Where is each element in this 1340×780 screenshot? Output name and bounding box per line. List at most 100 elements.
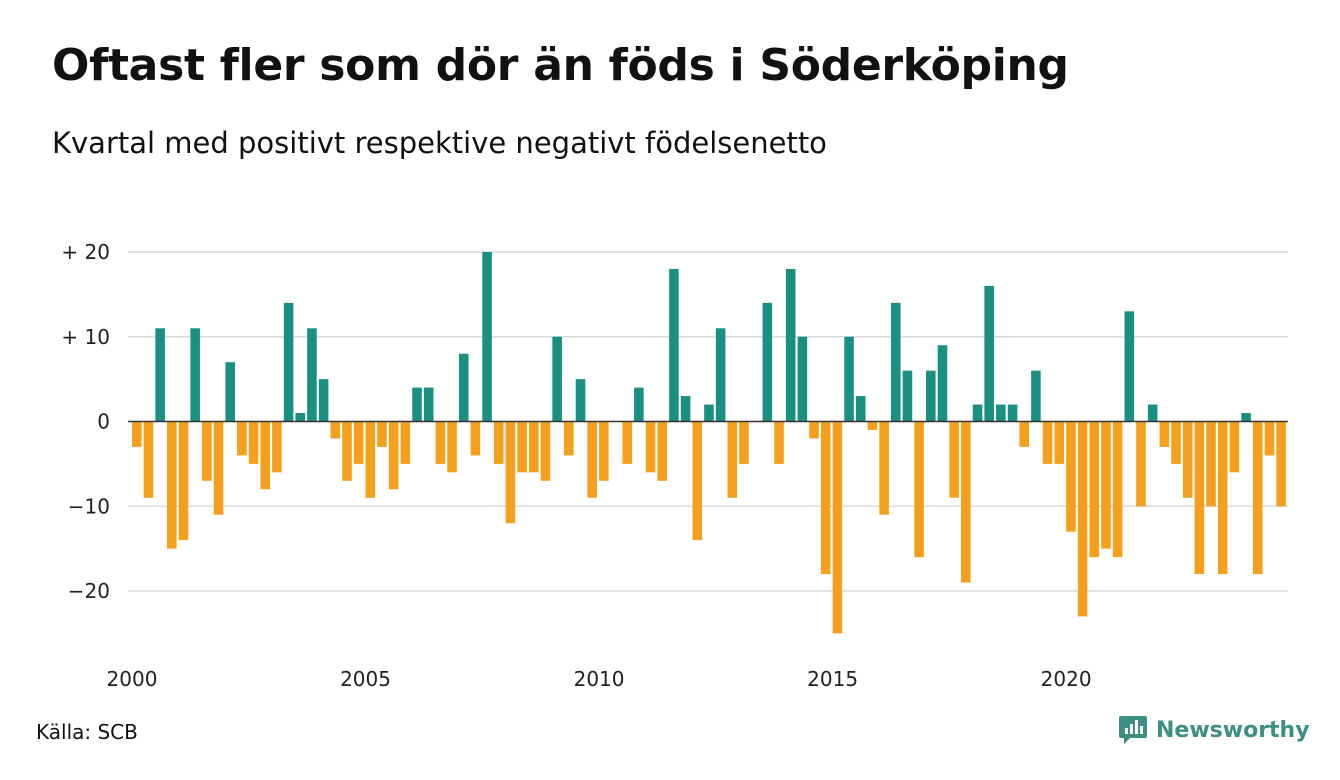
bar-positive — [412, 387, 422, 422]
bar-negative — [260, 421, 271, 490]
y-tick-label: −10 — [68, 494, 110, 518]
bar-positive — [283, 302, 294, 422]
bar-negative — [1136, 421, 1146, 507]
x-tick-label: 2000 — [107, 667, 158, 691]
bar-negative — [774, 421, 784, 464]
bar-negative — [517, 421, 527, 473]
bar-positive — [1124, 311, 1135, 422]
bar-negative — [1112, 421, 1123, 558]
bar-positive — [902, 370, 913, 422]
bar-negative — [1276, 421, 1286, 507]
bar-negative — [400, 421, 411, 464]
bar-negative — [202, 421, 212, 481]
bar-positive — [984, 285, 994, 422]
bar-positive — [634, 387, 644, 422]
bar-negative — [1042, 421, 1053, 464]
bar-negative — [867, 421, 878, 430]
bar-positive — [155, 328, 165, 422]
bar-negative — [529, 421, 539, 473]
bar-negative — [645, 421, 656, 473]
axes: + 20 + 10 0 −10 −20 2000 2005 2010 2015 2020 — [61, 240, 1288, 691]
source-note: Källa: SCB — [36, 720, 138, 744]
bar-positive — [1241, 413, 1251, 422]
bar-negative — [493, 421, 504, 464]
bar-positive — [307, 328, 317, 422]
bar-negative — [879, 421, 889, 515]
brand-name: Newsworthy — [1156, 717, 1310, 743]
bar-positive — [552, 336, 562, 422]
bar-positive — [423, 387, 434, 422]
bar-negative — [447, 421, 457, 473]
chart-subtitle: Kvartal med positivt respektive negativt… — [52, 126, 827, 160]
bar-positive — [937, 345, 948, 422]
newsworthy-logo-icon — [1119, 716, 1147, 744]
bar-positive — [1031, 370, 1041, 422]
bar-negative — [1077, 421, 1088, 617]
bar-negative — [587, 421, 597, 498]
bar-negative — [388, 421, 399, 490]
bar-negative — [272, 421, 282, 473]
bar-negative — [342, 421, 352, 481]
chart-title: Oftast fler som dör än föds i Söderköpin… — [52, 40, 1069, 91]
bar-negative — [961, 421, 971, 583]
bar-positive — [715, 328, 726, 422]
bar-negative — [622, 421, 632, 464]
x-tick-label: 2005 — [340, 667, 391, 691]
bar-positive — [972, 404, 983, 422]
bar-negative — [949, 421, 959, 498]
bar-negative — [599, 421, 609, 481]
bar-positive — [1007, 404, 1018, 422]
bar-positive — [1147, 404, 1158, 422]
bar-negative — [1054, 421, 1065, 464]
y-tick-label: + 10 — [61, 325, 110, 349]
bar-negative — [1229, 421, 1240, 473]
bar-positive — [996, 404, 1006, 422]
y-tick-label: + 20 — [61, 240, 110, 264]
bar-negative — [809, 421, 819, 439]
bar-negative — [1019, 421, 1029, 447]
bar-negative — [1206, 421, 1216, 507]
bar-negative — [365, 421, 376, 498]
bar-negative — [1252, 421, 1263, 575]
bar-negative — [213, 421, 224, 515]
bar-positive — [785, 268, 796, 422]
bar-positive — [890, 302, 901, 422]
x-tick-label: 2020 — [1041, 667, 1092, 691]
bar-negative — [832, 421, 843, 634]
bar-negative — [1101, 421, 1111, 549]
bar-negative — [692, 421, 703, 541]
bars — [132, 252, 1286, 634]
bar-negative — [657, 421, 668, 481]
bar-negative — [330, 421, 341, 439]
bar-negative — [564, 421, 574, 456]
bar-positive — [926, 370, 936, 422]
bar-negative — [1264, 421, 1275, 456]
brand-logo: Newsworthy — [1118, 714, 1310, 746]
bar-negative — [820, 421, 831, 575]
bar-negative — [248, 421, 259, 464]
bar-negative — [237, 421, 247, 456]
bar-negative — [143, 421, 154, 498]
bar-negative — [914, 421, 924, 558]
bar-positive — [318, 379, 329, 422]
bar-negative — [1159, 421, 1170, 447]
y-tick-label: 0 — [97, 410, 110, 434]
y-tick-label: −20 — [68, 579, 110, 603]
bar-negative — [505, 421, 516, 524]
bar-positive — [704, 404, 714, 422]
bar-positive — [295, 413, 306, 422]
bar-negative — [739, 421, 749, 464]
bar-negative — [353, 421, 364, 464]
bar-negative — [377, 421, 387, 447]
bar-negative — [1182, 421, 1193, 498]
bar-positive — [762, 302, 773, 422]
bar-positive — [844, 336, 854, 422]
x-tick-label: 2010 — [574, 667, 625, 691]
bar-negative — [470, 421, 481, 456]
bar-chart: + 20 + 10 0 −10 −20 2000 2005 2010 2015 2020 — [61, 240, 1288, 691]
bar-positive — [855, 396, 866, 422]
bar-negative — [1066, 421, 1076, 532]
bar-negative — [727, 421, 738, 498]
bar-negative — [132, 421, 142, 447]
bar-positive — [797, 336, 808, 422]
